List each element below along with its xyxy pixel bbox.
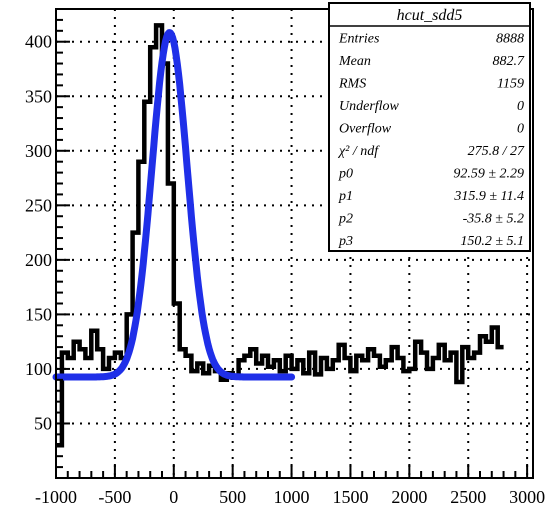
stats-row-value: 0 (517, 99, 524, 114)
stats-row-label: χ² / ndf (337, 144, 380, 159)
tick-labels: -1000 -500 0 500 1000 1500 2000 2500 30005010015… (25, 32, 545, 507)
axis-ticks (55, 8, 529, 478)
x-tick-label: 500 (219, 487, 246, 507)
stats-row-value: 1159 (497, 77, 524, 92)
y-tick-label: 300 (25, 141, 52, 161)
stats-row-label: RMS (338, 77, 366, 92)
y-tick-label: 150 (25, 304, 52, 324)
stats-row-label: Mean (338, 54, 371, 69)
x-tick-label: -1000 (35, 487, 77, 507)
y-tick-label: 200 (25, 250, 52, 270)
histogram-series (56, 23, 504, 448)
x-tick-label: 3000 (509, 487, 545, 507)
x-tick-label: 2500 (450, 487, 486, 507)
stats-box: hcut_sdd5 Entries 8888 Mean 882.7 RMS 1159 Unde… (328, 2, 531, 252)
stats-row-label: p3 (338, 234, 353, 249)
stats-row-label: p2 (338, 212, 353, 227)
y-tick-label: 100 (25, 359, 52, 379)
y-tick-label: 350 (25, 86, 52, 106)
x-tick-label: 1500 (332, 487, 368, 507)
stats-row-value: 315.9 ± 11.4 (453, 189, 524, 204)
y-tick-label: 50 (34, 413, 52, 433)
stats-row-label: Underflow (339, 99, 400, 114)
x-tick-label: 1000 (274, 487, 310, 507)
stats-row-label: Entries (338, 32, 380, 47)
stats-row-value: 150.2 ± 5.1 (460, 234, 524, 249)
stats-box-title: hcut_sdd5 (397, 7, 463, 24)
x-tick-label: 2000 (391, 487, 427, 507)
x-tick-label: -500 (98, 487, 131, 507)
x-tick-label: 0 (169, 487, 178, 507)
y-tick-label: 250 (25, 195, 52, 215)
fit-curve (52, 29, 296, 381)
plot-frame (55, 8, 534, 479)
histogram-line (56, 23, 504, 448)
stats-row-label: p1 (338, 189, 353, 204)
y-tick-label: 400 (25, 32, 52, 52)
fit-series (52, 29, 296, 381)
stats-row-label: Overflow (339, 122, 392, 137)
stats-row-value: 92.59 ± 2.29 (453, 167, 524, 182)
stats-row-value: 275.8 / 27 (468, 144, 525, 159)
stats-row-value: 882.7 (493, 54, 526, 69)
stats-row-value: 0 (517, 122, 524, 137)
stats-row-value: 8888 (496, 32, 524, 47)
stats-row-label: p0 (338, 167, 353, 182)
stats-row-value: -35.8 ± 5.2 (463, 212, 524, 227)
stats-box-frame (328, 2, 531, 252)
